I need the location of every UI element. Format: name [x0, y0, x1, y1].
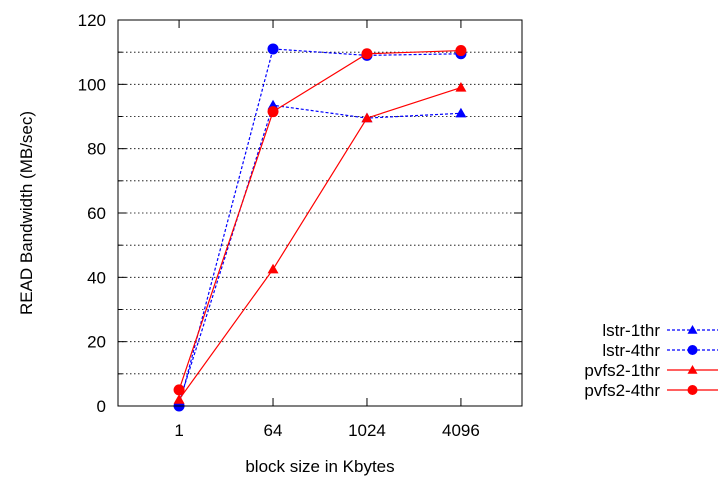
legend-marker-triangle	[687, 325, 698, 334]
x-axis-ticks: 1 64 1024 4096	[174, 20, 480, 440]
legend-item: pvfs2-1thr	[584, 361, 718, 380]
data-point-triangle	[455, 107, 467, 118]
grid-lines	[118, 19, 522, 375]
series-line	[178, 86, 462, 400]
y-tick-label: 0	[97, 397, 106, 416]
y-tick-label: 20	[87, 333, 106, 352]
legend-label: pvfs2-1thr	[584, 361, 660, 380]
y-tick-label: 100	[78, 75, 106, 94]
data-point-circle	[455, 45, 467, 57]
y-axis-label: READ Bandwidth (MB/sec)	[17, 111, 36, 315]
legend-label: lstr-4thr	[602, 341, 660, 360]
x-axis-label: block size in Kbytes	[245, 457, 394, 476]
y-tick-label: 120	[78, 11, 106, 30]
data-point-triangle	[455, 82, 467, 92]
plot-frame	[117, 19, 523, 407]
legend-label: pvfs2-4thr	[584, 381, 660, 400]
series-line	[178, 48, 461, 407]
data-point-triangle	[361, 112, 373, 123]
legend-item: pvfs2-4thr	[584, 381, 718, 400]
y-tick-label: 60	[87, 204, 106, 223]
series-lstr-1thr	[173, 99, 467, 407]
legend-label: lstr-1thr	[602, 321, 660, 340]
series-pvfs2-1thr	[173, 82, 467, 404]
y-tick-label: 80	[87, 140, 106, 159]
series-lstr-4thr	[173, 43, 467, 412]
data-point-triangle	[267, 263, 279, 274]
legend-item: lstr-4thr	[602, 341, 718, 360]
data-point-circle	[173, 384, 185, 396]
x-tick-label: 1	[174, 421, 183, 440]
series-pvfs2-4thr	[173, 45, 467, 396]
data-point-circle	[361, 48, 373, 60]
series-line	[178, 49, 461, 391]
data-point-triangle	[173, 394, 185, 404]
y-tick-label: 40	[87, 268, 106, 287]
data-point-circle	[267, 43, 279, 55]
legend-item: lstr-1thr	[602, 321, 718, 340]
legend-marker-circle	[687, 345, 698, 355]
series-line	[178, 104, 461, 403]
legend-marker-circle	[687, 385, 698, 395]
x-tick-label: 64	[264, 421, 283, 440]
x-tick-label: 4096	[442, 421, 480, 440]
series-lines	[173, 43, 467, 412]
legend-marker-triangle	[687, 365, 698, 374]
y-axis-ticks: 0 20 40 60 80 100 120	[78, 11, 522, 416]
x-tick-label: 1024	[348, 421, 386, 440]
data-point-circle	[267, 106, 279, 118]
